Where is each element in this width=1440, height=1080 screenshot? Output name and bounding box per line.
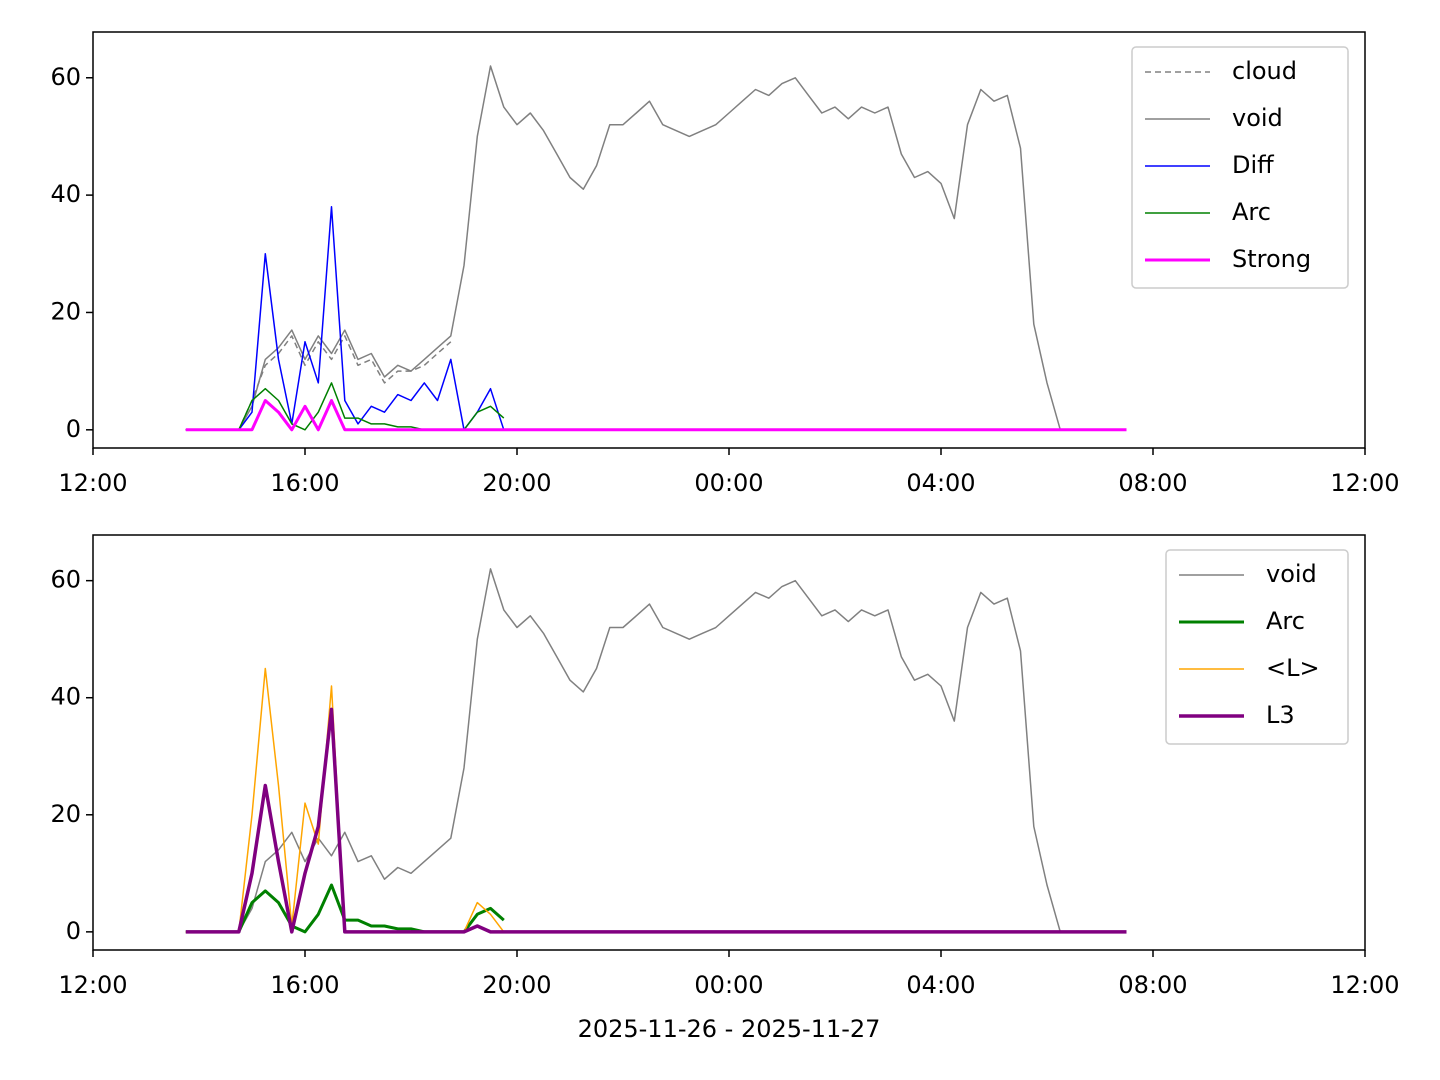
series-line	[185, 399, 1127, 432]
y-tick-label: 20	[50, 297, 81, 325]
legend-label: Arc	[1232, 198, 1271, 226]
legend-label: void	[1266, 560, 1317, 588]
y-tick-label: 20	[50, 800, 81, 828]
x-tick-label: 20:00	[482, 971, 551, 999]
x-tick-label: 04:00	[906, 971, 975, 999]
x-tick-label: 00:00	[694, 971, 763, 999]
legend-label: L3	[1266, 701, 1295, 729]
x-axis-label: 2025-11-26 - 2025-11-27	[578, 1015, 881, 1043]
x-tick-label: 12:00	[58, 971, 127, 999]
y-tick-label: 60	[50, 63, 81, 91]
axes-frame	[92, 534, 1366, 951]
y-tick-label: 60	[50, 566, 81, 594]
legend-label: Strong	[1232, 245, 1311, 273]
x-tick-label: 08:00	[1118, 469, 1187, 497]
legend-label: Diff	[1232, 151, 1274, 179]
series-line	[185, 65, 1062, 431]
x-tick-label: 12:00	[1330, 469, 1399, 497]
legend-label: void	[1232, 104, 1283, 132]
x-tick-label: 20:00	[482, 469, 551, 497]
y-tick-label: 0	[66, 415, 81, 443]
x-tick-label: 12:00	[1330, 971, 1399, 999]
x-tick-label: 00:00	[694, 469, 763, 497]
x-tick-label: 12:00	[58, 469, 127, 497]
axes-frame	[92, 31, 1366, 449]
legend-box	[1131, 46, 1349, 289]
x-tick-label: 08:00	[1118, 971, 1187, 999]
x-tick-label: 16:00	[270, 469, 339, 497]
legend-label: cloud	[1232, 57, 1297, 85]
series-line	[185, 707, 1127, 934]
y-tick-label: 40	[50, 683, 81, 711]
x-tick-label: 16:00	[270, 971, 339, 999]
series-line	[185, 206, 505, 431]
x-tick-label: 04:00	[906, 469, 975, 497]
legend-box	[1165, 549, 1349, 745]
series-line	[185, 568, 1062, 933]
y-tick-label: 40	[50, 180, 81, 208]
y-tick-label: 0	[66, 917, 81, 945]
legend-label: Arc	[1266, 607, 1305, 635]
legend-label: <L>	[1266, 654, 1320, 682]
